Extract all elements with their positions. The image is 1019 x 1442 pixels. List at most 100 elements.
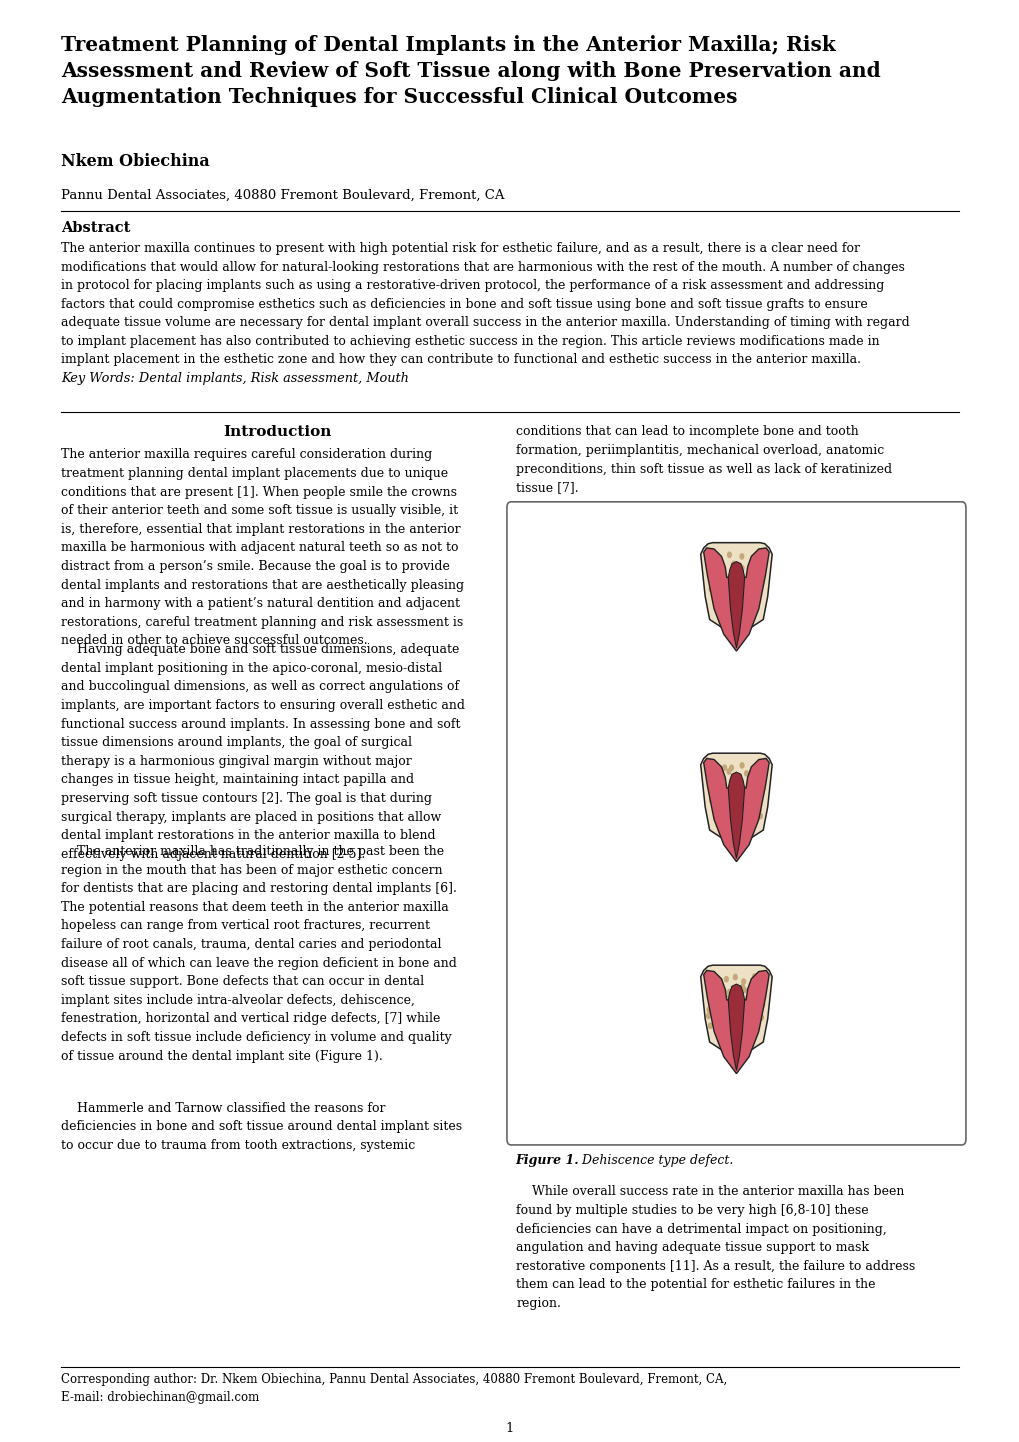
Text: Introduction: Introduction bbox=[223, 425, 331, 440]
Circle shape bbox=[740, 597, 744, 601]
Text: While overall success rate in the anterior maxilla has been
found by multiple st: While overall success rate in the anteri… bbox=[516, 1185, 914, 1309]
Circle shape bbox=[727, 989, 731, 995]
Text: 1: 1 bbox=[505, 1422, 514, 1435]
Circle shape bbox=[719, 1018, 723, 1024]
Circle shape bbox=[730, 588, 734, 594]
Text: The anterior maxilla requires careful consideration during
treatment planning de: The anterior maxilla requires careful co… bbox=[61, 448, 464, 647]
Circle shape bbox=[749, 1014, 753, 1019]
Circle shape bbox=[760, 559, 763, 565]
Circle shape bbox=[710, 551, 714, 555]
Circle shape bbox=[744, 771, 748, 776]
Circle shape bbox=[740, 763, 743, 769]
Circle shape bbox=[711, 594, 714, 598]
FancyBboxPatch shape bbox=[506, 502, 965, 1145]
Circle shape bbox=[728, 812, 731, 816]
Circle shape bbox=[706, 1014, 709, 1018]
Circle shape bbox=[712, 577, 716, 583]
Circle shape bbox=[737, 1022, 741, 1028]
Circle shape bbox=[743, 795, 746, 800]
Circle shape bbox=[747, 571, 751, 577]
Circle shape bbox=[720, 787, 725, 793]
Circle shape bbox=[742, 988, 746, 992]
Circle shape bbox=[729, 766, 733, 770]
Polygon shape bbox=[703, 548, 768, 652]
Circle shape bbox=[757, 989, 761, 995]
Circle shape bbox=[732, 561, 735, 567]
Circle shape bbox=[743, 789, 747, 795]
Circle shape bbox=[708, 1011, 711, 1015]
Circle shape bbox=[723, 575, 728, 581]
Circle shape bbox=[753, 789, 757, 795]
Circle shape bbox=[746, 1009, 749, 1014]
Text: Dehiscence type defect.: Dehiscence type defect. bbox=[578, 1154, 733, 1167]
Circle shape bbox=[752, 973, 756, 979]
Circle shape bbox=[736, 777, 739, 782]
Circle shape bbox=[714, 561, 717, 565]
Circle shape bbox=[735, 774, 739, 779]
Circle shape bbox=[740, 985, 744, 989]
Text: Abstract: Abstract bbox=[61, 221, 130, 235]
Circle shape bbox=[749, 797, 753, 803]
Circle shape bbox=[706, 1007, 710, 1012]
Circle shape bbox=[757, 808, 760, 813]
Circle shape bbox=[709, 552, 713, 558]
Circle shape bbox=[710, 771, 714, 777]
Circle shape bbox=[737, 594, 740, 600]
Circle shape bbox=[713, 1021, 717, 1027]
Circle shape bbox=[732, 1012, 736, 1018]
Circle shape bbox=[744, 580, 748, 585]
Circle shape bbox=[723, 976, 728, 982]
Circle shape bbox=[709, 797, 712, 803]
Text: conditions that can lead to incomplete bone and tooth
formation, periimplantitis: conditions that can lead to incomplete b… bbox=[516, 425, 892, 495]
Circle shape bbox=[742, 786, 745, 792]
Circle shape bbox=[738, 800, 742, 805]
Circle shape bbox=[752, 584, 756, 590]
Circle shape bbox=[717, 787, 721, 793]
Circle shape bbox=[734, 988, 737, 994]
Circle shape bbox=[751, 1022, 755, 1028]
Circle shape bbox=[708, 555, 711, 559]
Circle shape bbox=[740, 565, 743, 571]
Circle shape bbox=[716, 594, 719, 600]
Circle shape bbox=[720, 568, 725, 574]
Circle shape bbox=[709, 981, 713, 985]
Circle shape bbox=[749, 1022, 753, 1028]
Circle shape bbox=[719, 995, 722, 1001]
Polygon shape bbox=[700, 965, 771, 1058]
Circle shape bbox=[741, 979, 745, 985]
Circle shape bbox=[730, 792, 734, 796]
Circle shape bbox=[730, 815, 733, 820]
Text: Treatment Planning of Dental Implants in the Anterior Maxilla; Risk
Assessment a: Treatment Planning of Dental Implants in… bbox=[61, 35, 880, 107]
Circle shape bbox=[718, 784, 722, 790]
Text: The anterior maxilla continues to present with high potential risk for esthetic : The anterior maxilla continues to presen… bbox=[61, 242, 909, 366]
Circle shape bbox=[716, 774, 719, 780]
Circle shape bbox=[744, 996, 748, 1002]
Circle shape bbox=[717, 577, 720, 581]
Circle shape bbox=[727, 789, 731, 795]
Text: Hammerle and Tarnow classified the reasons for
deficiencies in bone and soft tis: Hammerle and Tarnow classified the reaso… bbox=[61, 1102, 462, 1152]
Circle shape bbox=[727, 552, 731, 558]
Circle shape bbox=[761, 979, 764, 983]
Circle shape bbox=[706, 986, 710, 991]
Polygon shape bbox=[700, 753, 771, 846]
Circle shape bbox=[760, 562, 764, 567]
Circle shape bbox=[752, 593, 756, 598]
Circle shape bbox=[743, 999, 746, 1004]
Text: Pannu Dental Associates, 40880 Fremont Boulevard, Fremont, CA: Pannu Dental Associates, 40880 Fremont B… bbox=[61, 189, 504, 202]
Text: The anterior maxilla has traditionally in the past been the
region in the mouth : The anterior maxilla has traditionally i… bbox=[61, 845, 457, 1063]
Circle shape bbox=[758, 813, 761, 819]
Circle shape bbox=[721, 989, 726, 994]
Circle shape bbox=[720, 1008, 723, 1012]
Circle shape bbox=[734, 810, 738, 816]
Circle shape bbox=[739, 601, 743, 607]
Circle shape bbox=[717, 790, 721, 796]
Polygon shape bbox=[700, 542, 771, 636]
Circle shape bbox=[740, 596, 744, 600]
Text: Having adequate bone and soft tissue dimensions, adequate
dental implant positio: Having adequate bone and soft tissue dim… bbox=[61, 643, 465, 861]
Circle shape bbox=[739, 802, 743, 808]
Circle shape bbox=[722, 766, 726, 770]
Circle shape bbox=[722, 584, 726, 590]
Circle shape bbox=[707, 551, 711, 557]
Circle shape bbox=[760, 786, 764, 790]
Circle shape bbox=[740, 554, 743, 559]
